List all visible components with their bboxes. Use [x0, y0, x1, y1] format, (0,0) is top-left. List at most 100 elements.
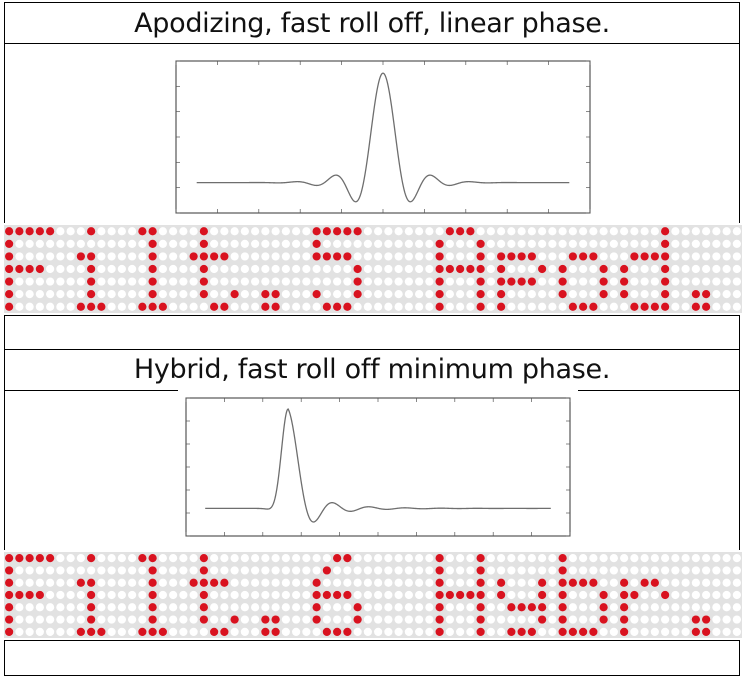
led-dot-off: [169, 554, 178, 563]
led-dot-off: [722, 302, 731, 311]
led-dot-off: [415, 302, 424, 311]
led-dot-on: [199, 264, 208, 274]
led-dot-off: [620, 566, 629, 575]
led-dot-off: [261, 227, 270, 236]
led-background: [4, 552, 742, 638]
led-dot-on: [138, 302, 147, 311]
led-dot-off: [271, 603, 280, 612]
led-dot-off: [179, 290, 188, 299]
led-dot-on: [476, 578, 485, 587]
led-dot-off: [322, 615, 331, 624]
led-dot-off: [281, 615, 290, 624]
led-dot-off: [548, 290, 557, 299]
led-dot-on: [5, 615, 14, 624]
led-dot-off: [548, 227, 557, 236]
led-dot-off: [681, 239, 690, 248]
led-dot-off: [107, 252, 116, 261]
led-dot-off: [25, 277, 34, 286]
led-dot-on: [507, 627, 516, 636]
led-dot-off: [507, 566, 516, 575]
led-dot-off: [97, 554, 106, 563]
led-dot-off: [56, 227, 65, 236]
led-dot-off: [292, 302, 301, 311]
led-dot-off: [261, 578, 270, 587]
led-dot-on: [220, 302, 229, 311]
led-dot-on: [640, 578, 649, 587]
led-dot-off: [527, 264, 536, 274]
led-dot-off: [322, 239, 331, 248]
led-dot-off: [681, 264, 690, 274]
led-dot-off: [640, 264, 649, 274]
led-dot-on: [199, 290, 208, 299]
led-dot-off: [691, 277, 700, 286]
impulse-response-plot-minimum: [178, 390, 578, 548]
led-dot-on: [353, 227, 362, 236]
led-dot-off: [691, 227, 700, 236]
led-dot-on: [312, 252, 321, 261]
led-dot-off: [210, 290, 219, 299]
led-dot-on: [312, 290, 321, 299]
led-dot-off: [87, 239, 96, 248]
led-dot-off: [384, 554, 393, 563]
led-dot-off: [507, 290, 516, 299]
led-dot-off: [486, 290, 495, 299]
led-dot-off: [732, 627, 741, 636]
led-dot-off: [128, 603, 137, 612]
led-dot-off: [169, 578, 178, 587]
led-dot-off: [333, 578, 342, 587]
led-dot-on: [353, 277, 362, 286]
led-dot-off: [415, 277, 424, 286]
led-dot-off: [343, 290, 352, 299]
led-dot-on: [661, 239, 670, 248]
led-dot-on: [271, 627, 280, 636]
led-dot-off: [486, 627, 495, 636]
led-dot-off: [394, 615, 403, 624]
led-dot-on: [466, 590, 475, 600]
led-dot-on: [558, 590, 567, 600]
led-dot-on: [25, 227, 34, 236]
led-dot-off: [56, 603, 65, 612]
led-dot-off: [333, 277, 342, 286]
led-dot-off: [46, 590, 55, 600]
led-dot-on: [35, 227, 44, 236]
led-dot-on: [35, 590, 44, 600]
led-dot-off: [374, 239, 383, 248]
led-dot-off: [76, 227, 85, 236]
led-dot-on: [476, 603, 485, 612]
led-dot-off: [415, 566, 424, 575]
led-dot-on: [691, 627, 700, 636]
led-dot-on: [87, 290, 96, 299]
led-dot-off: [46, 603, 55, 612]
led-dot-off: [650, 615, 659, 624]
led-dot-off: [425, 290, 434, 299]
led-dot-on: [558, 566, 567, 575]
led-dot-off: [15, 578, 24, 587]
led-dot-off: [650, 627, 659, 636]
led-dot-off: [630, 290, 639, 299]
led-dot-off: [179, 252, 188, 261]
led-dot-off: [394, 590, 403, 600]
led-dot-off: [363, 239, 372, 248]
led-dot-off: [15, 252, 24, 261]
led-dot-off: [169, 627, 178, 636]
led-dot-on: [702, 302, 711, 311]
led-dot-off: [589, 566, 598, 575]
led-dot-off: [107, 227, 116, 236]
led-dot-off: [609, 615, 618, 624]
led-dot-on: [148, 590, 157, 600]
led-dot-off: [261, 252, 270, 261]
led-cell-filter-6: Filt.6 Hybr.: [4, 550, 742, 640]
led-dot-on: [199, 252, 208, 261]
led-dot-off: [179, 627, 188, 636]
led-dot-off: [271, 578, 280, 587]
led-dot-on: [435, 252, 444, 261]
led-dot-off: [343, 277, 352, 286]
led-dot-off: [66, 615, 75, 624]
led-dot-off: [240, 627, 249, 636]
led-dot-on: [435, 290, 444, 299]
led-dot-off: [650, 566, 659, 575]
led-dot-off: [117, 277, 126, 286]
led-dot-off: [302, 566, 311, 575]
led-dot-off: [445, 615, 454, 624]
led-dot-on: [5, 627, 14, 636]
